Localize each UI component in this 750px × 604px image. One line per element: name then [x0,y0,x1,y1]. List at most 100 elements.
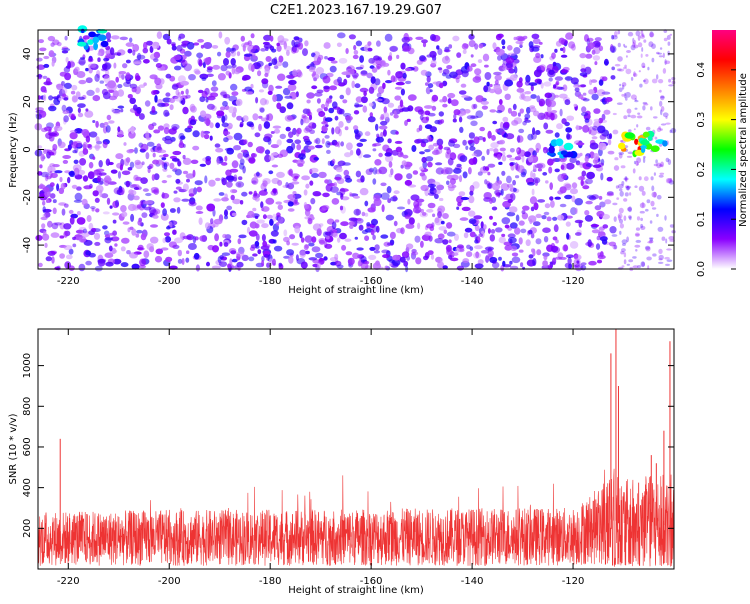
heatmap-cell [575,124,580,131]
heatmap-cell [637,42,643,48]
heatmap-cell [142,47,149,54]
heatmap-cell [312,223,322,231]
heatmap-cell [296,129,300,137]
heatmap-cell [394,95,402,101]
heatmap-cell [117,171,122,179]
heatmap-cell [74,66,80,73]
heatmap-cell [465,145,469,150]
heatmap-cell [315,144,323,149]
heatmap-cell [282,61,289,68]
heatmap-cell [69,130,77,133]
heatmap-cell [120,158,125,167]
heatmap-cell [427,202,436,209]
heatmap-cell [555,82,559,86]
heatmap-hotspot [647,135,653,141]
heatmap-cell [522,35,528,40]
heatmap-cell [224,155,228,162]
heatmap-cell [287,169,293,176]
heatmap-cell [52,164,60,168]
heatmap-cell [140,177,148,185]
heatmap-cell [660,95,665,101]
heatmap-cell [134,147,138,154]
heatmap-cell [162,153,169,158]
heatmap-cell [616,68,622,72]
heatmap-cell [380,182,387,187]
heatmap-cell [438,144,443,150]
heatmap-cell [455,247,460,254]
heatmap-cell [626,185,632,189]
heatmap-cell [627,31,634,37]
heatmap-cell [190,159,199,164]
heatmap-cell [484,64,489,68]
heatmap-cell [238,234,247,239]
heatmap-cell [508,237,517,244]
heatmap-cell [471,153,477,157]
heatmap-cell [161,192,165,199]
heatmap-cell [603,109,611,115]
heatmap-cell [415,36,424,40]
heatmap-cell [412,206,422,214]
heatmap-cell [103,180,110,187]
heatmap-cell [529,107,537,113]
heatmap-cell [669,129,672,134]
heatmap-cell [367,47,373,52]
heatmap-cell [468,158,476,166]
heatmap-cell [473,252,481,259]
heatmap-cell [163,109,170,117]
heatmap-cell [399,99,404,108]
heatmap-cell [367,116,376,123]
heatmap-cell [649,31,654,38]
heatmap-cell [435,167,445,175]
heatmap-cell [381,98,390,105]
heatmap-cell [422,42,427,48]
heatmap-cell [613,165,620,171]
heatmap-cell [263,244,271,248]
heatmap-cell [107,80,116,89]
colorbar-tick-label: 0.1 [696,211,707,227]
heatmap-cell [121,170,131,176]
heatmap-cell [354,130,363,138]
heatmap-cell [110,169,118,174]
heatmap-cell [329,257,339,262]
heatmap-cell [194,236,199,241]
heatmap-cell [641,62,646,69]
heatmap-cell [460,196,470,201]
heatmap-cell [376,92,382,98]
heatmap-cell [657,226,664,232]
heatmap-cell [528,156,534,163]
heatmap-cell [348,217,358,222]
heatmap-cell [65,56,69,63]
heatmap-cell [324,179,329,184]
x-tick-label: -160 [360,576,383,587]
heatmap-cell [198,59,203,67]
heatmap-cell [426,208,434,213]
heatmap-cell [185,88,189,95]
heatmap-cell [248,230,258,237]
heatmap-cell [555,40,562,47]
heatmap-cell [390,196,398,202]
heatmap-cell [424,105,433,109]
heatmap-cell [132,44,140,52]
heatmap-cell [221,177,227,186]
heatmap-cell [120,262,129,268]
heatmap-cell [251,153,256,158]
heatmap-cell [433,189,441,195]
heatmap-cell [174,65,182,71]
heatmap-cell [243,139,248,145]
heatmap-cell [287,194,296,200]
heatmap-cell [158,149,167,154]
heatmap-cell [169,104,174,111]
heatmap-cell [355,96,363,103]
heatmap-cell [286,49,290,57]
heatmap-cell [44,242,48,248]
heatmap-cell [533,202,539,211]
heatmap-cell [77,103,86,108]
heatmap-cell [603,61,610,65]
heatmap-cell [70,141,79,149]
heatmap-cell [337,76,343,84]
heatmap-cell [47,35,56,42]
heatmap-cell [287,201,294,207]
heatmap-cell [625,185,629,189]
x-tick-label: -140 [461,276,484,287]
heatmap-cell [630,94,637,100]
